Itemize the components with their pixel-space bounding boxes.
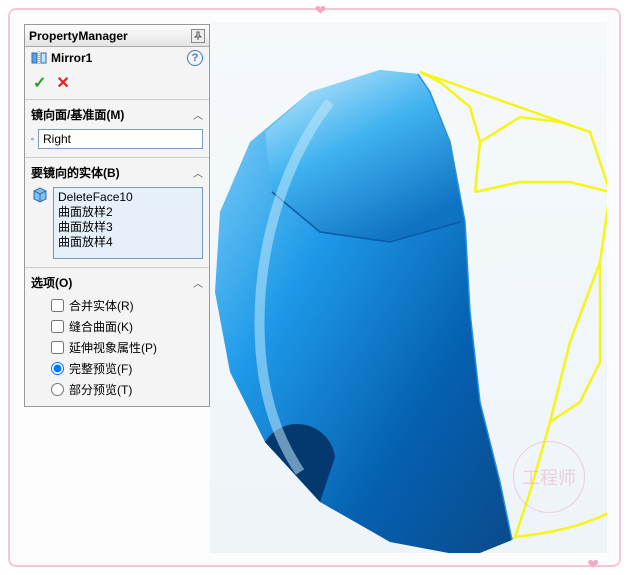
help-icon[interactable]: ? — [187, 50, 203, 66]
collapse-icon[interactable]: ︿ — [193, 275, 203, 290]
cancel-button[interactable]: ✕ — [56, 73, 69, 93]
full-preview-radio[interactable] — [51, 362, 64, 375]
knit-checkbox[interactable] — [51, 320, 64, 333]
mirror-plane-input[interactable] — [38, 129, 203, 149]
watermark-badge: 工程师 — [513, 441, 585, 513]
list-item[interactable]: 曲面放样2 — [58, 205, 198, 220]
section-options: 选项(O) ︿ 合并实体(R) 缝合曲面(K) 延伸视象属性(P) 完整预览(F… — [25, 267, 209, 406]
bodies-listbox[interactable]: DeleteFace10 曲面放样2 曲面放样3 曲面放样4 — [53, 187, 203, 259]
list-item[interactable]: 曲面放样3 — [58, 220, 198, 235]
option-knit[interactable]: 缝合曲面(K) — [31, 316, 203, 337]
panel-title: PropertyManager — [29, 29, 191, 43]
panel-header: PropertyManager — [25, 25, 209, 47]
list-item[interactable]: 曲面放样4 — [58, 235, 198, 250]
body-icon — [31, 187, 49, 205]
plane-icon — [31, 130, 34, 148]
ok-button[interactable]: ✓ — [33, 73, 46, 93]
option-merge[interactable]: 合并实体(R) — [31, 295, 203, 316]
section-label: 镜向面/基准面(M) — [31, 106, 193, 123]
propagate-checkbox[interactable] — [51, 341, 64, 354]
property-manager-panel: PropertyManager Mirror1 ? ✓ ✕ 镜向面/基准面(M)… — [24, 24, 210, 407]
feature-row: Mirror1 ? — [25, 47, 209, 69]
option-partial-preview[interactable]: 部分预览(T) — [31, 379, 203, 400]
partial-preview-radio[interactable] — [51, 383, 64, 396]
option-full-preview[interactable]: 完整预览(F) — [31, 358, 203, 379]
feature-name: Mirror1 — [51, 51, 187, 65]
section-bodies: 要镜向的实体(B) ︿ DeleteFace10 曲面放样2 曲面放样3 曲面放… — [25, 157, 209, 267]
mirror-feature-icon — [31, 50, 47, 66]
3d-viewport[interactable]: 工程师 — [210, 22, 607, 553]
section-label: 选项(O) — [31, 274, 193, 291]
section-mirror-face: 镜向面/基准面(M) ︿ — [25, 99, 209, 157]
list-item[interactable]: DeleteFace10 — [58, 190, 198, 205]
decorative-frame: 工程师 PropertyManager Mirror1 ? ✓ ✕ 镜向面/基准… — [8, 8, 621, 567]
collapse-icon[interactable]: ︿ — [193, 107, 203, 122]
collapse-icon[interactable]: ︿ — [193, 165, 203, 180]
merge-checkbox[interactable] — [51, 299, 64, 312]
pin-icon[interactable] — [191, 29, 205, 43]
section-label: 要镜向的实体(B) — [31, 164, 193, 181]
option-propagate[interactable]: 延伸视象属性(P) — [31, 337, 203, 358]
confirm-row: ✓ ✕ — [25, 69, 209, 99]
